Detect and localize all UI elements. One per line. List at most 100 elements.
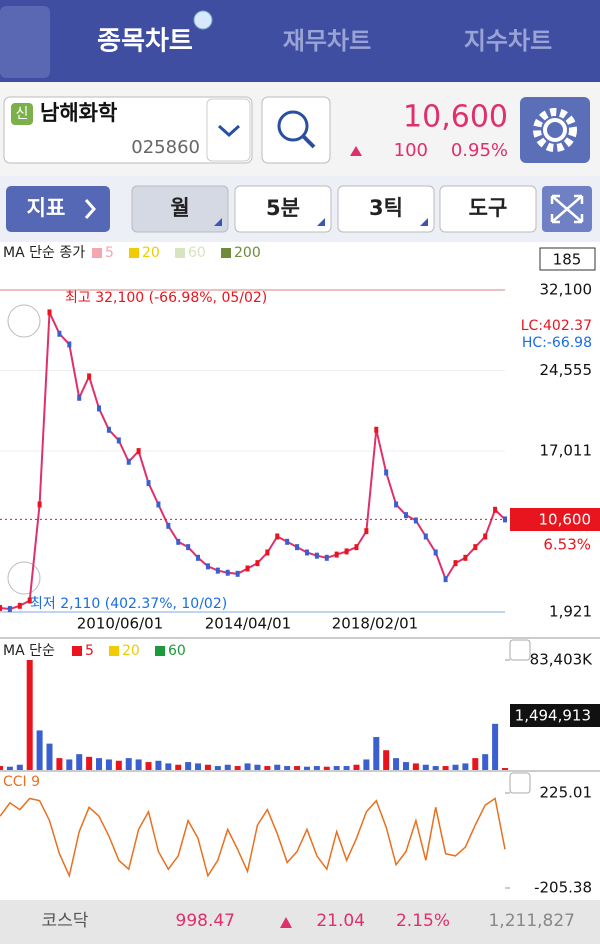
- volume-bar: [76, 754, 83, 770]
- candle: [344, 548, 349, 555]
- indicator-text: 지표: [27, 196, 66, 220]
- toolbar-button[interactable]: [439, 185, 537, 233]
- zoom-in[interactable]: [7, 304, 41, 338]
- volume-bar: [313, 766, 320, 770]
- resize[interactable]: [509, 639, 531, 661]
- volume-bar: [432, 766, 439, 770]
- volume-bar: [0, 766, 3, 770]
- candle: [295, 544, 300, 551]
- volume-bar: [412, 763, 419, 770]
- cci-line: [0, 797, 506, 879]
- tab[interactable]: 재무차트: [283, 27, 371, 55]
- y-tick-label: 225.01: [540, 784, 593, 802]
- volume-bar: [26, 660, 33, 770]
- tab-icon: [193, 10, 213, 30]
- resize[interactable]: [509, 772, 531, 794]
- toolbar-button[interactable]: [131, 185, 229, 233]
- volume-bar: [244, 763, 251, 770]
- up-arrow: [350, 146, 362, 156]
- candle: [116, 437, 121, 444]
- candle: [0, 604, 2, 611]
- zoom-out[interactable]: [7, 561, 41, 595]
- volume-bar: [452, 764, 459, 770]
- legend-label: 20: [122, 643, 140, 659]
- candle: [403, 512, 408, 519]
- candle: [106, 426, 111, 433]
- y-tick-label: 1,921: [549, 603, 592, 621]
- price: 10,600: [403, 100, 508, 135]
- y-tick-label: 17,011: [540, 441, 593, 459]
- gear-icon: [543, 118, 567, 142]
- search-button[interactable]: [261, 96, 331, 164]
- y-tick-label: -205.38: [534, 879, 592, 897]
- change-pct: 0.95%: [451, 140, 508, 161]
- index-value: 998.47: [176, 911, 235, 931]
- candle: [176, 538, 181, 545]
- candle: [423, 533, 428, 540]
- volume-bar: [145, 762, 152, 770]
- stock-code: 025860: [131, 137, 200, 158]
- volume-current-box: [510, 704, 600, 727]
- volume-bar: [323, 766, 330, 770]
- back-button[interactable]: [0, 6, 50, 78]
- candle: [27, 597, 32, 604]
- y-tick-label: 83,403K: [530, 651, 593, 669]
- settings-button[interactable]: [520, 97, 590, 163]
- gear-icon: [533, 108, 577, 152]
- candle: [215, 567, 220, 574]
- candle: [324, 554, 329, 561]
- candle: [304, 549, 309, 556]
- volume-current: 1,494,913: [515, 707, 591, 725]
- indicator-button[interactable]: [6, 186, 110, 232]
- volume-bar: [442, 766, 449, 770]
- corner-mark: [317, 218, 325, 226]
- toolbar-button[interactable]: [234, 185, 332, 233]
- search-icon: [277, 110, 309, 142]
- candle: [97, 405, 102, 412]
- volume-bar: [502, 768, 508, 770]
- candle: [37, 501, 42, 508]
- volume-bar: [274, 764, 281, 770]
- tab[interactable]: 지수차트: [464, 27, 552, 55]
- search-icon: [301, 134, 316, 149]
- legend-label: 60: [188, 245, 206, 261]
- candle: [7, 606, 12, 613]
- current-price: 10,600: [539, 511, 592, 529]
- dropdown[interactable]: [206, 98, 251, 162]
- volume-bar: [86, 756, 93, 770]
- volume-bar: [66, 759, 73, 770]
- volume-bar: [115, 760, 122, 770]
- legend-label: 60: [168, 643, 186, 659]
- tab[interactable]: 종목차트: [97, 27, 193, 57]
- candle: [87, 373, 92, 380]
- candle: [17, 602, 22, 609]
- toolbar-text: 도구: [469, 196, 508, 220]
- legend-label: 5: [85, 643, 94, 659]
- volume-bar: [6, 766, 13, 770]
- candle: [126, 458, 131, 465]
- low-label: 최저 2,110 (402.37%, 10/02): [30, 596, 227, 612]
- badge-text: 신: [16, 106, 29, 122]
- candle: [77, 394, 82, 401]
- x-tick-label: 2014/04/01: [205, 615, 291, 633]
- volume-bar: [422, 764, 429, 770]
- candle: [413, 517, 418, 524]
- toolbar-text: 5분: [266, 196, 300, 220]
- candle: [483, 533, 488, 540]
- volume-bar: [185, 762, 192, 770]
- current-box: [510, 508, 600, 531]
- volume-bar: [224, 764, 231, 770]
- volume-bar: [214, 766, 221, 770]
- badge: [11, 103, 33, 125]
- price-line: [0, 311, 506, 611]
- toolbar-button[interactable]: [337, 185, 435, 233]
- hc: HC:-66.98: [522, 335, 592, 351]
- corner-mark: [214, 218, 222, 226]
- y-tick-label: 24,555: [540, 361, 593, 379]
- stock-box[interactable]: [3, 96, 253, 164]
- candle: [364, 528, 369, 535]
- candle: [493, 506, 498, 513]
- count-box[interactable]: [539, 247, 596, 271]
